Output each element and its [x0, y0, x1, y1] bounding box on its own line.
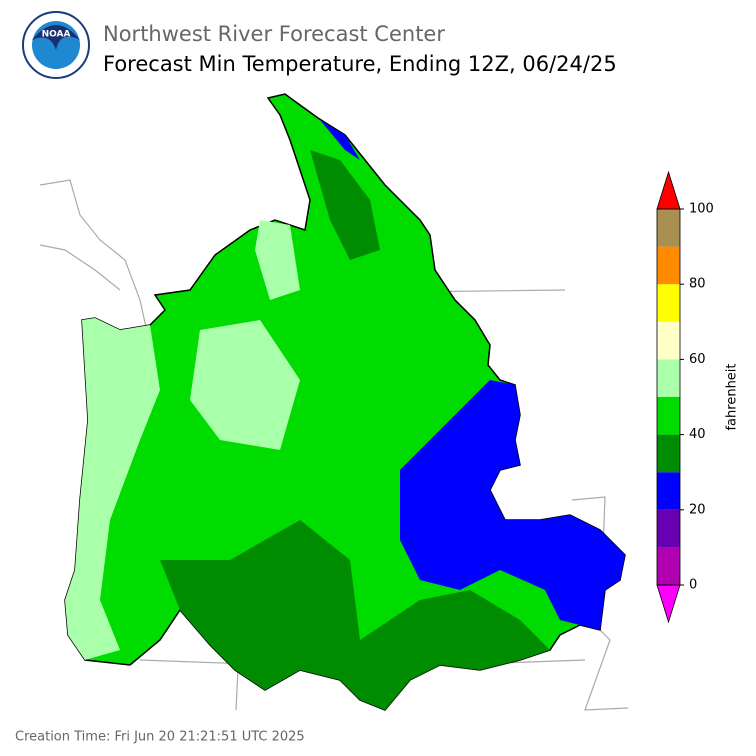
- noaa-logo: NOAA: [22, 11, 90, 79]
- tick-label: 0: [689, 578, 697, 593]
- map: [39, 93, 629, 711]
- tick-label: 80: [689, 277, 706, 292]
- colorbar-segment: [657, 246, 680, 285]
- svg-text:NOAA: NOAA: [42, 30, 71, 40]
- colorbar-segment: [657, 209, 680, 247]
- colorbar-segment: [657, 359, 680, 397]
- tick-label: 40: [689, 427, 706, 442]
- colorbar-frame: [656, 208, 681, 586]
- colorbar-label: fahrenheit: [725, 363, 740, 430]
- colorbar-under: [656, 584, 681, 624]
- colorbar-segment: [657, 284, 680, 322]
- tick-label: 100: [689, 202, 714, 217]
- map-title: Forecast Min Temperature, Ending 12Z, 06…: [103, 52, 617, 76]
- tick-label: 60: [689, 352, 706, 367]
- colorbar-over: [656, 170, 681, 210]
- colorbar: 0 20 40 60 80 100: [656, 170, 714, 624]
- tick-label: 20: [689, 502, 706, 517]
- colorbar-segment: [657, 547, 680, 585]
- creation-time: Creation Time: Fri Jun 20 21:21:51 UTC 2…: [15, 730, 305, 745]
- colorbar-segment: [657, 434, 680, 473]
- organization: Northwest River Forecast Center: [103, 22, 445, 46]
- colorbar-segment: [657, 509, 680, 548]
- colorbar-segment: [657, 321, 680, 360]
- colorbar-segment: [657, 472, 680, 510]
- colorbar-segment: [657, 397, 680, 435]
